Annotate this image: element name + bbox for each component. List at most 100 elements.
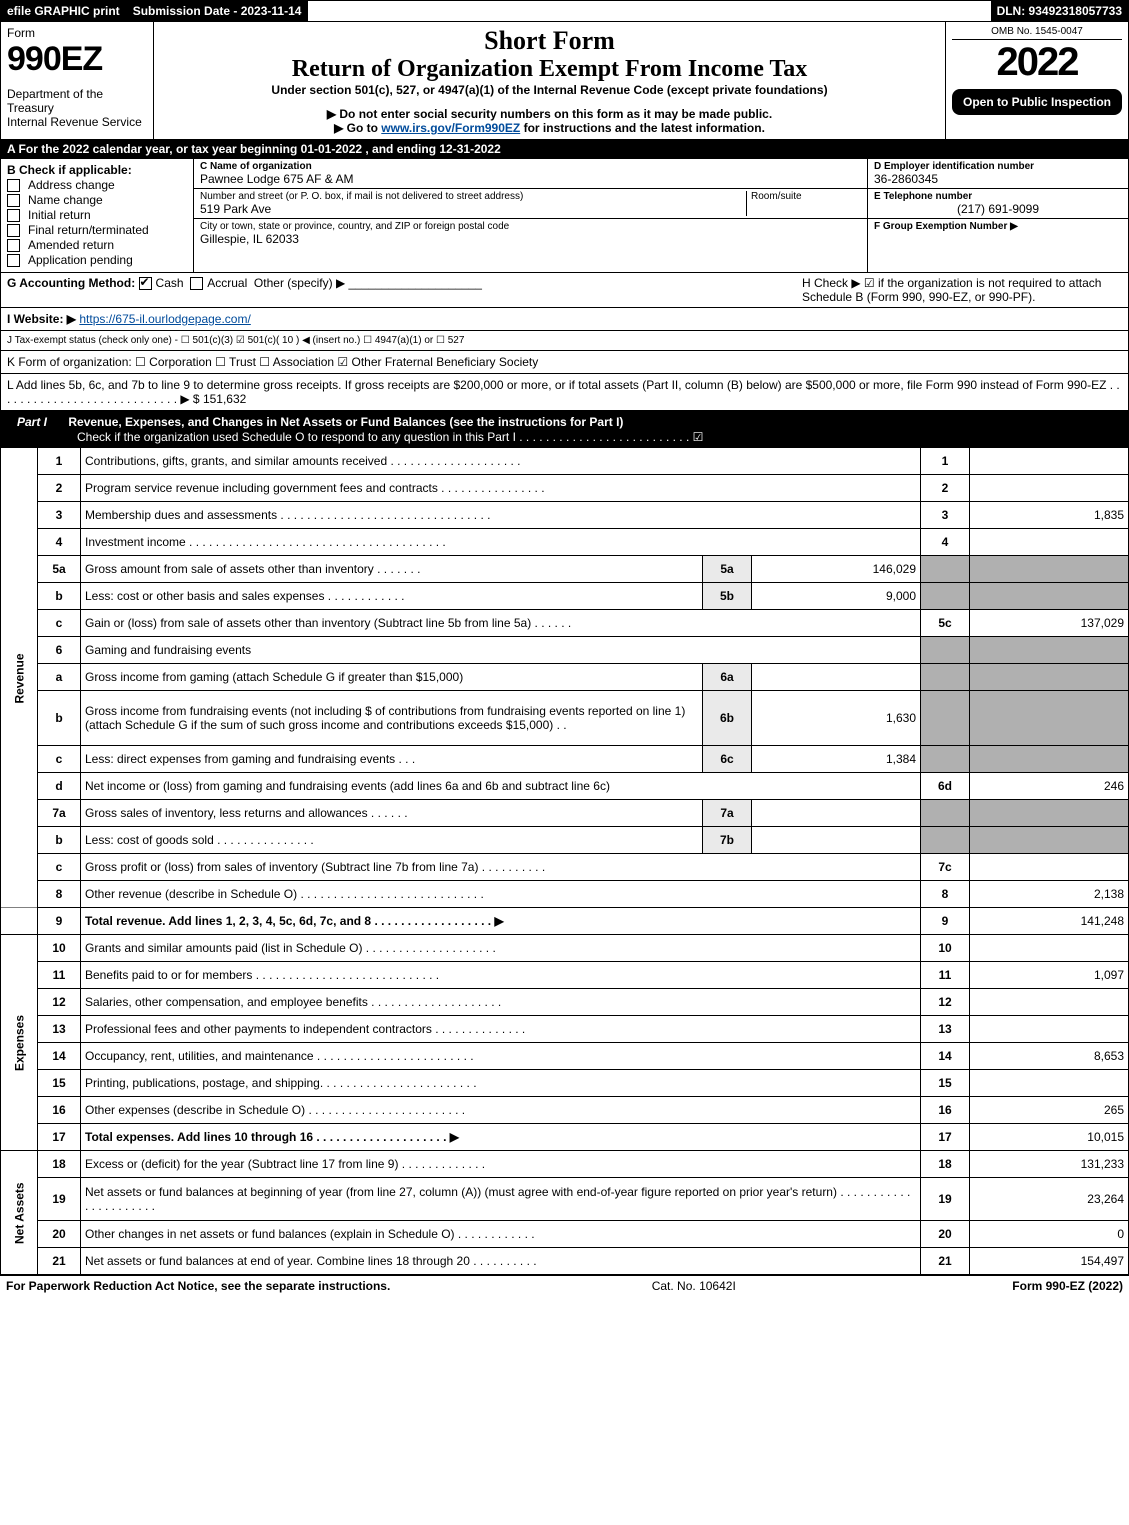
- table-row: c Less: direct expenses from gaming and …: [1, 746, 1129, 773]
- table-row: 16 Other expenses (describe in Schedule …: [1, 1097, 1129, 1124]
- side-blank: [1, 908, 38, 935]
- checkbox-icon: [7, 179, 20, 192]
- line-desc: Total expenses. Add lines 10 through 16 …: [81, 1124, 921, 1151]
- form-word: Form: [7, 26, 147, 40]
- line-amount: [970, 529, 1129, 556]
- table-row: 2 Program service revenue including gove…: [1, 475, 1129, 502]
- c-street-box: Number and street (or P. O. box, if mail…: [194, 189, 867, 219]
- line-amount: 265: [970, 1097, 1129, 1124]
- line-num: 6d: [921, 773, 970, 800]
- side-netassets: Net Assets: [1, 1151, 38, 1275]
- dept-line2: Internal Revenue Service: [7, 115, 147, 129]
- line-no: 14: [38, 1043, 81, 1070]
- chk-application-pending[interactable]: Application pending: [7, 253, 187, 267]
- table-row: 4 Investment income . . . . . . . . . . …: [1, 529, 1129, 556]
- line-num: 2: [921, 475, 970, 502]
- page-footer: For Paperwork Reduction Act Notice, see …: [0, 1275, 1129, 1296]
- line-num: 1: [921, 448, 970, 475]
- form-header: Form 990EZ Department of the Treasury In…: [0, 22, 1129, 140]
- d-label: D Employer identification number: [874, 161, 1122, 172]
- sub-val: 1,384: [752, 746, 921, 773]
- line-num: 5c: [921, 610, 970, 637]
- line-no: b: [38, 583, 81, 610]
- line-no: d: [38, 773, 81, 800]
- grey-cell: [921, 637, 970, 664]
- row-j-tax-exempt: J Tax-exempt status (check only one) - ☐…: [0, 331, 1129, 351]
- line-desc: Gross sales of inventory, less returns a…: [81, 800, 703, 827]
- website-link[interactable]: https://675-il.ourlodgepage.com/: [79, 312, 250, 326]
- line-amount: [970, 854, 1129, 881]
- footer-right: Form 990-EZ (2022): [923, 1279, 1123, 1293]
- chk-final-return[interactable]: Final return/terminated: [7, 223, 187, 237]
- header-left: Form 990EZ Department of the Treasury In…: [1, 22, 154, 139]
- col-b: B Check if applicable: Address change Na…: [1, 159, 194, 272]
- line-no: b: [38, 691, 81, 746]
- line-desc: Total revenue. Add lines 1, 2, 3, 4, 5c,…: [81, 908, 921, 935]
- table-row: b Less: cost or other basis and sales ex…: [1, 583, 1129, 610]
- table-row: Net Assets 18 Excess or (deficit) for th…: [1, 1151, 1129, 1178]
- line-num: 18: [921, 1151, 970, 1178]
- chk-label: Amended return: [28, 238, 114, 252]
- chk-label: Final return/terminated: [28, 223, 149, 237]
- grey-cell: [921, 556, 970, 583]
- line-num: 9: [921, 908, 970, 935]
- dept-line1: Department of the Treasury: [7, 87, 147, 115]
- grey-cell: [970, 746, 1129, 773]
- table-row: a Gross income from gaming (attach Sched…: [1, 664, 1129, 691]
- chk-amended-return[interactable]: Amended return: [7, 238, 187, 252]
- sub-no: 5a: [703, 556, 752, 583]
- chk-initial-return[interactable]: Initial return: [7, 208, 187, 222]
- f-box: F Group Exemption Number ▶: [868, 219, 1128, 234]
- sub-no: 7a: [703, 800, 752, 827]
- irs-link[interactable]: www.irs.gov/Form990EZ: [381, 121, 520, 135]
- line-amount: [970, 448, 1129, 475]
- line-amount: 1,097: [970, 962, 1129, 989]
- sub-no: 6c: [703, 746, 752, 773]
- grey-cell: [970, 827, 1129, 854]
- open-public-badge: Open to Public Inspection: [952, 89, 1122, 115]
- line-amount: [970, 475, 1129, 502]
- chk-address-change[interactable]: Address change: [7, 178, 187, 192]
- line-desc: Other changes in net assets or fund bala…: [81, 1221, 921, 1248]
- line-desc: Less: cost of goods sold . . . . . . . .…: [81, 827, 703, 854]
- chk-label: Name change: [28, 193, 103, 207]
- part1-table: Revenue 1 Contributions, gifts, grants, …: [0, 448, 1129, 1275]
- e-box: E Telephone number (217) 691-9099: [868, 189, 1128, 219]
- g-accounting: G Accounting Method: Cash Accrual Other …: [7, 276, 802, 304]
- part1-title: Revenue, Expenses, and Changes in Net As…: [68, 415, 623, 429]
- sub-val: [752, 800, 921, 827]
- line-no: c: [38, 854, 81, 881]
- row-a-tax-year: A For the 2022 calendar year, or tax yea…: [0, 140, 1129, 159]
- grey-cell: [921, 583, 970, 610]
- efile-label[interactable]: efile GRAPHIC print: [1, 1, 127, 21]
- line-no: 4: [38, 529, 81, 556]
- short-form-title: Short Form: [160, 26, 939, 56]
- line-amount: 10,015: [970, 1124, 1129, 1151]
- line-num: 13: [921, 1016, 970, 1043]
- line-desc: Less: cost or other basis and sales expe…: [81, 583, 703, 610]
- table-row: c Gross profit or (loss) from sales of i…: [1, 854, 1129, 881]
- b-title: B Check if applicable:: [7, 163, 187, 177]
- table-row: 8 Other revenue (describe in Schedule O)…: [1, 881, 1129, 908]
- org-name: Pawnee Lodge 675 AF & AM: [200, 172, 861, 186]
- checkbox-cash-icon[interactable]: [139, 277, 152, 290]
- line-desc: Gain or (loss) from sale of assets other…: [81, 610, 921, 637]
- dln-label: DLN: 93492318057733: [991, 1, 1128, 21]
- grey-cell: [970, 664, 1129, 691]
- table-row: b Less: cost of goods sold . . . . . . .…: [1, 827, 1129, 854]
- org-street: 519 Park Ave: [200, 202, 746, 216]
- h-check: H Check ▶ ☑ if the organization is not r…: [802, 276, 1122, 304]
- line-amount: [970, 1070, 1129, 1097]
- c-city-box: City or town, state or province, country…: [194, 219, 867, 248]
- line-no: 16: [38, 1097, 81, 1124]
- checkbox-accrual-icon[interactable]: [190, 277, 203, 290]
- table-row: 6 Gaming and fundraising events: [1, 637, 1129, 664]
- header-right: OMB No. 1545-0047 2022 Open to Public In…: [946, 22, 1128, 139]
- checkbox-icon: [7, 239, 20, 252]
- ein-value: 36-2860345: [874, 172, 1122, 186]
- chk-name-change[interactable]: Name change: [7, 193, 187, 207]
- line-no: 20: [38, 1221, 81, 1248]
- grey-cell: [970, 637, 1129, 664]
- line-no: 21: [38, 1248, 81, 1275]
- table-row: 5a Gross amount from sale of assets othe…: [1, 556, 1129, 583]
